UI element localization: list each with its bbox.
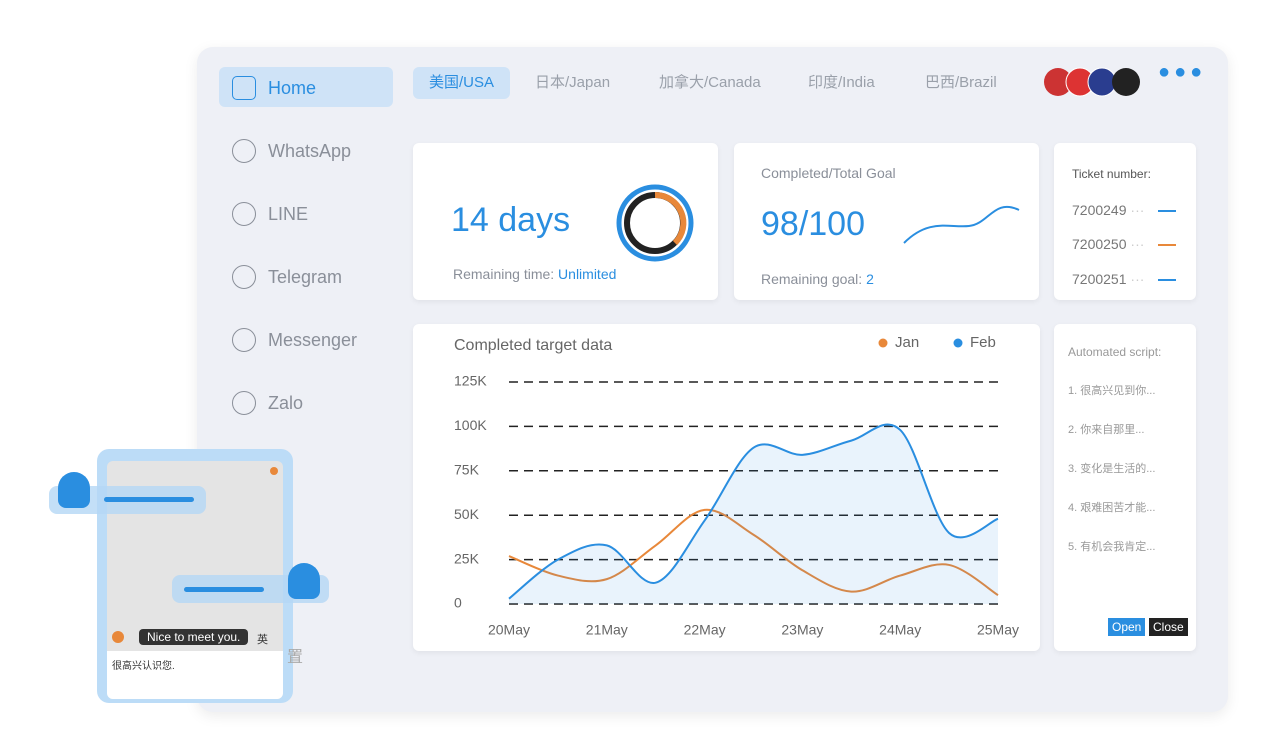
label: Telegram	[268, 266, 343, 287]
open-button[interactable]: Open	[1108, 618, 1146, 636]
donut	[616, 184, 694, 262]
chart: Completed target data 0 25K 50K 75K 100K 125K…	[454, 334, 1019, 638]
area	[509, 424, 998, 604]
sidebar-item[interactable]: Home	[232, 76, 316, 100]
x-tick-label: 23May	[781, 622, 823, 638]
x-tick-label: 20May	[488, 622, 530, 638]
legend-marker	[878, 338, 888, 348]
legend-label: Jan	[895, 334, 919, 351]
icon	[232, 139, 256, 163]
legend-label: Feb	[970, 334, 996, 351]
label: WhatsApp	[268, 140, 352, 161]
sidebar-item[interactable]: Telegram	[232, 265, 342, 289]
icon	[232, 76, 256, 100]
icon	[232, 328, 256, 352]
tab[interactable]: 巴西/Brazil	[925, 74, 997, 91]
link[interactable]: Unlimited	[558, 266, 617, 282]
flags	[1044, 67, 1140, 97]
x-tick-label: 21May	[586, 622, 628, 638]
label: Zalo	[268, 392, 304, 413]
window-dots: ●●●	[1158, 61, 1207, 83]
close-button[interactable]: Close	[1149, 618, 1188, 636]
ring	[616, 184, 694, 262]
input[interactable]: 很高兴认识您.	[107, 651, 283, 699]
ticket: 7200249 ···	[1072, 202, 1177, 218]
home-highlight	[219, 67, 393, 107]
sidebar-item[interactable]: WhatsApp	[232, 139, 351, 163]
y-tick-label: 0	[454, 595, 462, 611]
y-tick-label: 125K	[454, 373, 487, 389]
days-label: Remaining time: Unlimited	[453, 266, 616, 282]
chat-bubble: Nice to meet you.	[139, 629, 249, 645]
icon	[232, 265, 256, 289]
tickets-title: Ticket number:	[1072, 167, 1151, 181]
script-title: Automated script:	[1068, 345, 1162, 359]
y-tick-label: 25K	[454, 550, 480, 566]
tab[interactable]: 日本/Japan	[535, 74, 611, 91]
user-line	[104, 497, 194, 502]
goal-card: Completed/Total Goal 98/100 Remaining go…	[734, 143, 1039, 300]
avatar	[112, 631, 124, 643]
label: Messenger	[268, 329, 358, 350]
days-card: 14 days Remaining time: Unlimited	[413, 143, 718, 300]
goal-value: 98/100	[761, 205, 865, 243]
sidebar-item[interactable]: Messenger	[232, 328, 357, 352]
line	[508, 423, 999, 600]
flag	[1087, 67, 1117, 97]
icon	[232, 202, 256, 226]
legend-marker	[953, 338, 963, 348]
y-tick-label: 100K	[454, 417, 487, 433]
sidebar-item[interactable]: Zalo	[232, 391, 303, 415]
x-tick-label: 24May	[879, 622, 921, 638]
tickets-card: Ticket number: 7200249 ··· 7200250 ··· 7…	[1054, 143, 1196, 300]
script-item[interactable]: 3. 变化是生活的...	[1068, 463, 1156, 475]
x-tick-label: 25May	[977, 622, 1019, 638]
icon	[232, 391, 256, 415]
hidden-text: 置	[287, 649, 304, 666]
goal-title: Completed/Total Goal	[761, 165, 896, 181]
spark	[903, 205, 1020, 244]
status-dot	[270, 467, 278, 475]
chart-title: Completed target data	[454, 337, 612, 354]
chart-card: Completed target data 0 25K 50K 75K 100K 125K…	[413, 324, 1040, 651]
goal-label: Remaining goal: 2	[761, 271, 874, 287]
label: Remaining time:	[453, 266, 555, 282]
line	[508, 508, 999, 596]
label: Remaining goal:	[761, 271, 863, 287]
more	[1112, 68, 1140, 96]
ticket: 7200251 ···	[1072, 271, 1177, 287]
user-line	[184, 587, 264, 592]
sidebar-item[interactable]: LINE	[232, 202, 308, 226]
user-icon	[288, 563, 320, 599]
label: Home	[268, 77, 317, 98]
script-item[interactable]: 4. 艰难困苦才能...	[1068, 502, 1156, 514]
translation: 很高兴认识您.	[112, 661, 175, 672]
script-item[interactable]: 5. 有机会我肯定...	[1068, 541, 1156, 553]
x-tick-label: 22May	[684, 622, 726, 638]
tab[interactable]: 加拿大/Canada	[659, 74, 761, 91]
label: LINE	[268, 203, 309, 224]
ticket: 7200250 ···	[1072, 236, 1177, 252]
y-tick-label: 50K	[454, 506, 480, 522]
ring	[654, 191, 687, 246]
days-value: 14 days	[451, 201, 571, 239]
script-item[interactable]: 1. 很高兴见到你...	[1068, 385, 1156, 397]
tab[interactable]: 印度/India	[808, 74, 875, 91]
script-card: Automated script: 1. 很高兴见到你... 2. 你来自那里.…	[1054, 324, 1196, 651]
lang[interactable]: 英	[257, 634, 268, 646]
ticket-number: 7200251	[1072, 271, 1127, 287]
user-icon	[58, 472, 90, 508]
script-item[interactable]: 2. 你来自那里...	[1068, 424, 1145, 436]
y-tick-label: 75K	[454, 462, 480, 478]
flag	[1044, 68, 1072, 96]
sparkline	[903, 205, 1020, 244]
ticket-number: 7200250	[1072, 236, 1127, 252]
remaining: 2	[866, 271, 874, 287]
ticket-number: 7200249	[1072, 202, 1127, 218]
tab[interactable]: 美国/USA	[413, 67, 511, 99]
